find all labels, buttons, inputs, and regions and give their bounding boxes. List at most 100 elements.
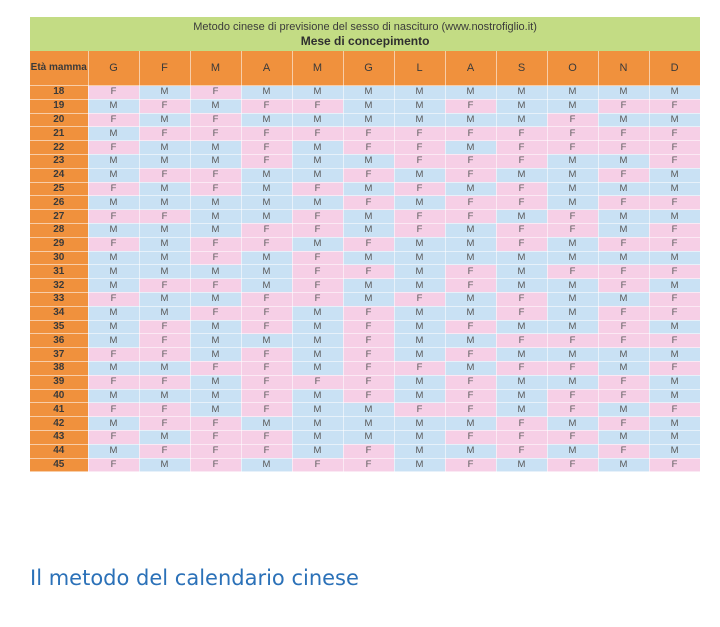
table-title-banner: Metodo cinese di previsione del sesso di…	[30, 17, 701, 51]
sex-cell: F	[241, 375, 293, 390]
sex-cell: M	[547, 375, 599, 390]
sex-cell: M	[496, 320, 548, 335]
sex-cell: F	[649, 99, 701, 114]
sex-cell: F	[598, 416, 650, 431]
sex-cell: M	[292, 168, 344, 183]
sex-cell: F	[241, 320, 293, 335]
sex-cell: M	[88, 99, 140, 114]
sex-cell: M	[190, 223, 242, 238]
sex-cell: M	[190, 195, 242, 211]
age-cell: 30	[30, 251, 89, 266]
age-cell: 24	[30, 168, 89, 183]
sex-cell: M	[139, 251, 191, 266]
sex-cell: M	[139, 458, 191, 473]
table-row: 31 M M M M F F M F M F F F	[30, 264, 701, 280]
month-header: G	[88, 51, 140, 86]
sex-cell: M	[88, 168, 140, 183]
age-cell: 35	[30, 320, 89, 335]
table-row: 21 M F F F F F F F F F F F	[30, 126, 701, 142]
sex-cell: F	[445, 375, 497, 390]
sex-cell: M	[241, 85, 293, 100]
age-cell: 25	[30, 182, 89, 197]
sex-cell: F	[547, 223, 599, 238]
sex-cell: M	[598, 458, 650, 473]
sex-cell: M	[343, 251, 395, 266]
sex-cell: M	[649, 182, 701, 197]
sex-cell: F	[547, 389, 599, 404]
sex-cell: M	[139, 430, 191, 445]
sex-cell: M	[241, 113, 293, 128]
month-header: L	[394, 51, 446, 86]
sex-cell: M	[241, 209, 293, 224]
sex-cell: M	[547, 182, 599, 197]
sex-cell: F	[547, 430, 599, 445]
sex-cell: F	[190, 126, 242, 142]
table-row: 30 M M F M F M M M M M M M	[30, 251, 701, 266]
age-cell: 20	[30, 113, 89, 128]
sex-cell: M	[445, 333, 497, 349]
sex-cell: M	[445, 306, 497, 321]
sex-cell: F	[496, 140, 548, 155]
sex-cell: F	[88, 182, 140, 197]
chinese-calendar-table: Metodo cinese di previsione del sesso di…	[30, 17, 701, 473]
sex-cell: F	[241, 389, 293, 404]
age-cell: 32	[30, 278, 89, 293]
sex-cell: M	[292, 389, 344, 404]
sex-cell: M	[343, 402, 395, 418]
sex-cell: M	[190, 140, 242, 155]
sex-cell: F	[241, 223, 293, 238]
sex-cell: F	[649, 223, 701, 238]
age-cell: 34	[30, 306, 89, 321]
sex-cell: F	[190, 237, 242, 252]
sex-cell: M	[139, 306, 191, 321]
sex-cell: M	[445, 140, 497, 155]
sex-cell: F	[292, 278, 344, 293]
sex-cell: M	[88, 195, 140, 211]
sex-cell: F	[496, 361, 548, 376]
sex-cell: M	[139, 223, 191, 238]
sex-cell: F	[649, 306, 701, 321]
sex-cell: M	[496, 278, 548, 293]
sex-cell: M	[547, 347, 599, 362]
sex-cell: F	[190, 85, 242, 100]
sex-cell: M	[139, 292, 191, 307]
sex-cell: F	[445, 389, 497, 404]
sex-cell: F	[496, 195, 548, 211]
month-header: A	[241, 51, 293, 86]
sex-cell: F	[139, 278, 191, 293]
sex-cell: M	[343, 154, 395, 169]
table-row: 40 M M M F M F M F M F F M	[30, 389, 701, 404]
sex-cell: M	[241, 278, 293, 293]
sex-cell: F	[445, 126, 497, 142]
sex-cell: F	[88, 430, 140, 445]
sex-cell: M	[394, 333, 446, 349]
sex-cell: F	[649, 361, 701, 376]
sex-cell: F	[445, 458, 497, 473]
sex-cell: F	[598, 195, 650, 211]
sex-cell: M	[241, 251, 293, 266]
sex-cell: M	[547, 154, 599, 169]
table-row: 29 F M F F M F M M F M F F	[30, 237, 701, 252]
sex-cell: M	[139, 85, 191, 100]
sex-cell: M	[496, 99, 548, 114]
month-header: O	[547, 51, 599, 86]
sex-cell: M	[496, 389, 548, 404]
sex-cell: F	[445, 402, 497, 418]
sex-cell: F	[241, 361, 293, 376]
sex-cell: M	[292, 85, 344, 100]
chinese-calendar-table-image: Metodo cinese di previsione del sesso di…	[30, 17, 701, 473]
sex-cell: F	[496, 430, 548, 445]
sex-cell: F	[241, 430, 293, 445]
sex-cell: F	[445, 430, 497, 445]
sex-cell: M	[88, 278, 140, 293]
sex-cell: F	[343, 333, 395, 349]
sex-cell: M	[496, 251, 548, 266]
sex-cell: M	[598, 154, 650, 169]
sex-cell: F	[547, 209, 599, 224]
sex-cell: M	[649, 430, 701, 445]
sex-cell: M	[88, 306, 140, 321]
table-row: 18 F M F M M M M M M M M M	[30, 85, 701, 100]
sex-cell: M	[88, 223, 140, 238]
sex-cell: F	[445, 195, 497, 211]
sex-cell: F	[241, 99, 293, 114]
